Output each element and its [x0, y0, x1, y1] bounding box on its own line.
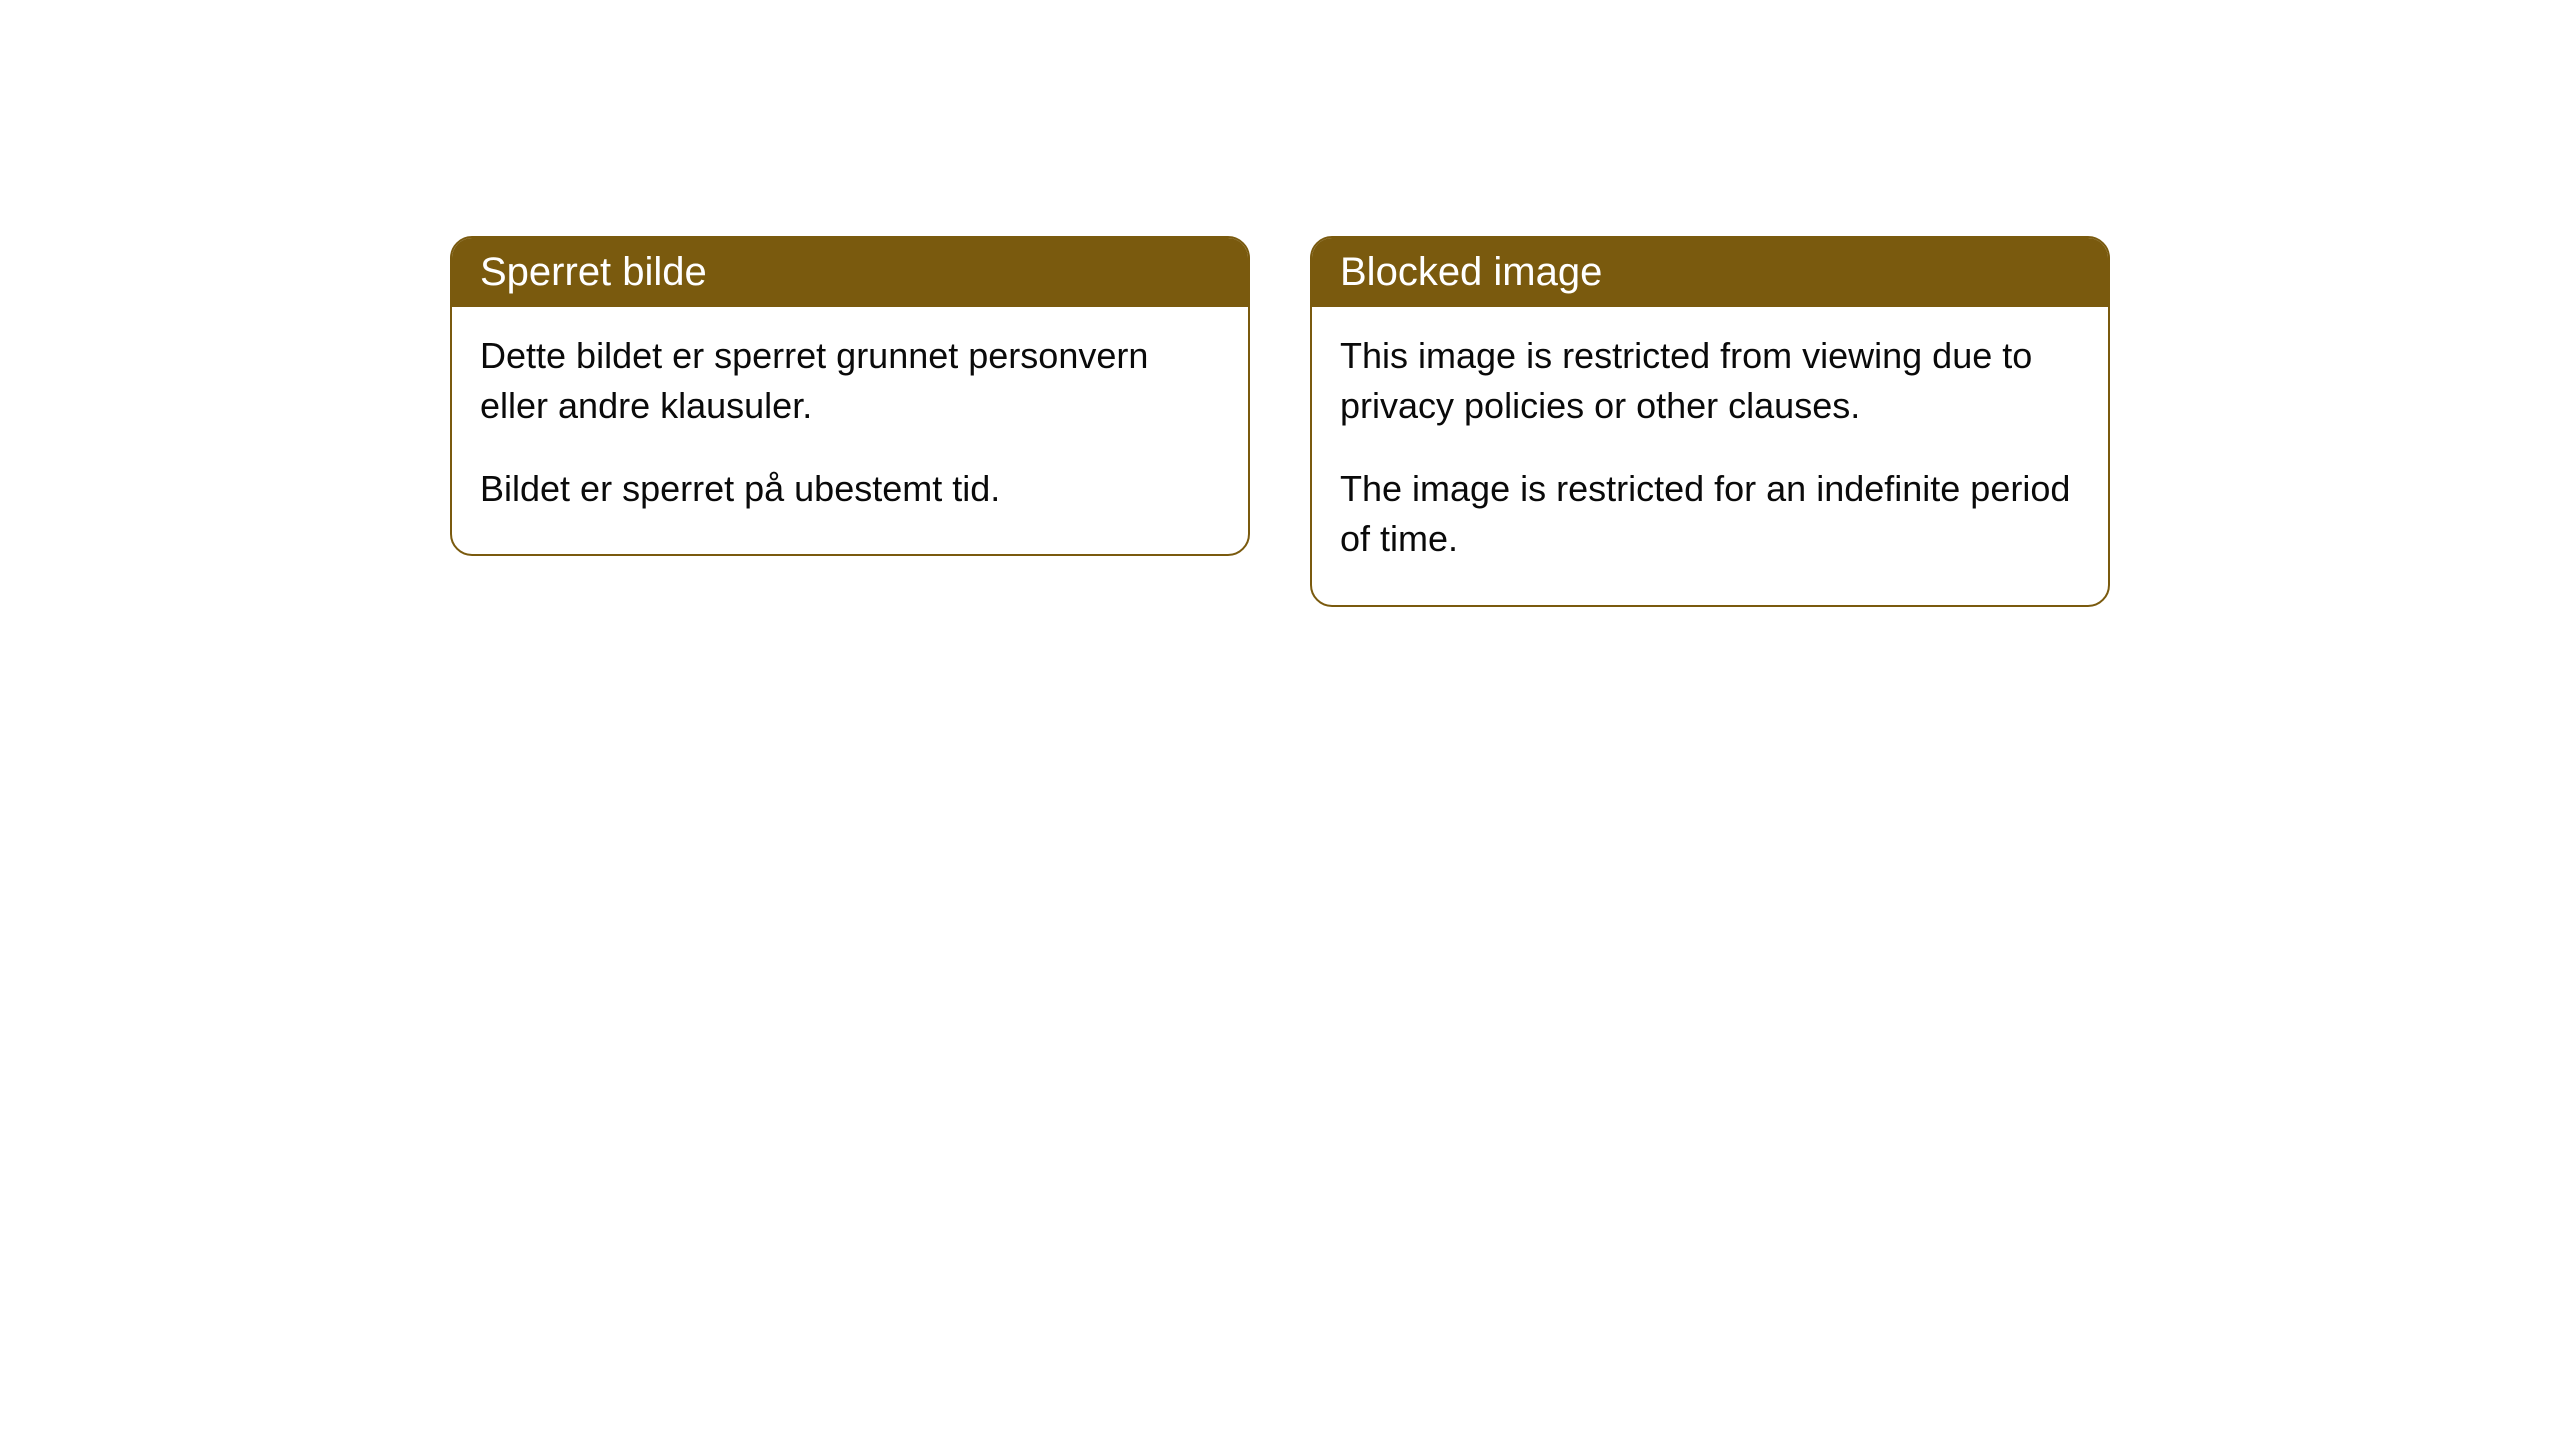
blocked-image-card-en: Blocked image This image is restricted f…: [1310, 236, 2110, 607]
card-header-en: Blocked image: [1312, 238, 2108, 307]
blocked-image-card-no: Sperret bilde Dette bildet er sperret gr…: [450, 236, 1250, 556]
card-body-para1-en: This image is restricted from viewing du…: [1340, 331, 2080, 432]
card-body-en: This image is restricted from viewing du…: [1312, 307, 2108, 605]
card-body-para2-no: Bildet er sperret på ubestemt tid.: [480, 464, 1220, 514]
card-body-para1-no: Dette bildet er sperret grunnet personve…: [480, 331, 1220, 432]
card-header-no: Sperret bilde: [452, 238, 1248, 307]
notice-container: Sperret bilde Dette bildet er sperret gr…: [450, 236, 2110, 1440]
card-body-para2-en: The image is restricted for an indefinit…: [1340, 464, 2080, 565]
card-body-no: Dette bildet er sperret grunnet personve…: [452, 307, 1248, 554]
